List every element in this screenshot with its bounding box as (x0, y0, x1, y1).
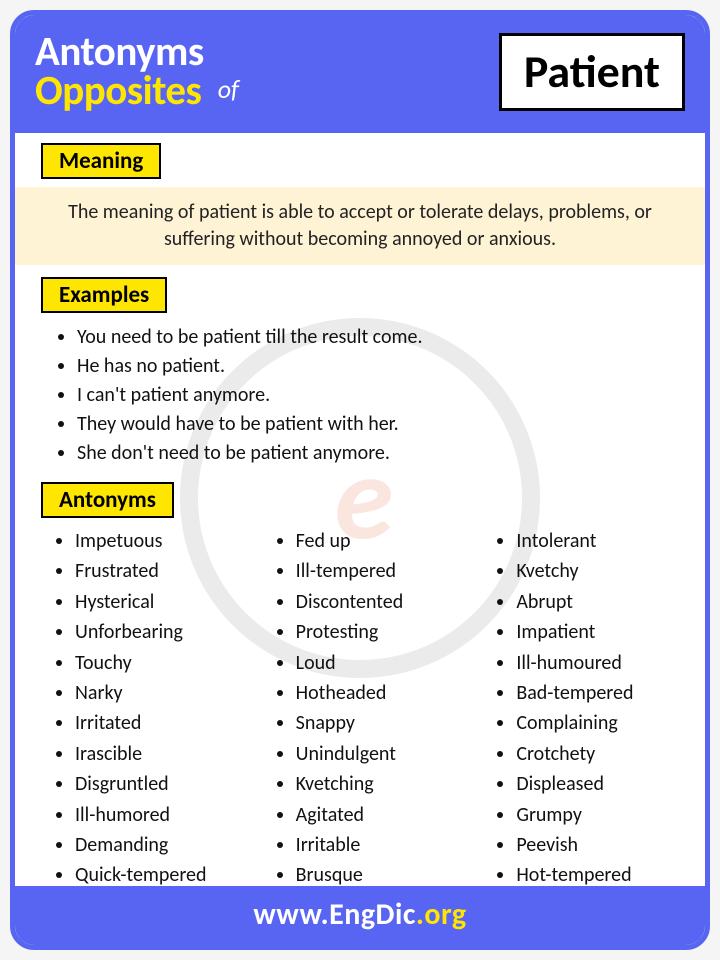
list-item: Impatient (516, 617, 687, 647)
list-item: Kvetchy (516, 556, 687, 586)
list-item: Complaining (516, 708, 687, 738)
list-item: Loud (296, 648, 467, 678)
list-item: Ill-humored (75, 800, 246, 830)
list-item: I can't patient anymore. (77, 381, 687, 410)
header-bar: Antonyms Opposites of Patient (15, 15, 705, 133)
list-item: Hotheaded (296, 678, 467, 708)
meaning-text: The meaning of patient is able to accept… (15, 187, 705, 265)
list-item: Peevish (516, 830, 687, 860)
list-item: Snappy (296, 708, 467, 738)
list-item: Touchy (75, 648, 246, 678)
connector-text: of (218, 73, 239, 105)
antonyms-grid: Impetuous Frustrated Hysterical Unforbea… (33, 522, 687, 891)
list-item: Hysterical (75, 587, 246, 617)
list-item: Brusque (296, 860, 467, 890)
antonyms-col-3: Intolerant Kvetchy Abrupt Impatient Ill-… (474, 526, 687, 891)
list-item: Protesting (296, 617, 467, 647)
list-item: Crotchety (516, 739, 687, 769)
list-item: Intolerant (516, 526, 687, 556)
list-item: Bad-tempered (516, 678, 687, 708)
footer-prefix: www. (253, 896, 329, 933)
list-item: Ill-humoured (516, 648, 687, 678)
meaning-label: Meaning (41, 143, 161, 179)
list-item: Quick-tempered (75, 860, 246, 890)
list-item: Unindulgent (296, 739, 467, 769)
antonyms-label: Antonyms (41, 482, 174, 518)
list-item: Frustrated (75, 556, 246, 586)
list-item: Kvetching (296, 769, 467, 799)
list-item: Impetuous (75, 526, 246, 556)
list-item: Abrupt (516, 587, 687, 617)
footer-suffix: .org (416, 896, 467, 933)
antonyms-col-2: Fed up Ill-tempered Discontented Protest… (254, 526, 467, 891)
list-item: Irritated (75, 708, 246, 738)
list-item: Irritable (296, 830, 467, 860)
list-item: Demanding (75, 830, 246, 860)
list-item: She don't need to be patient anymore. (77, 439, 687, 468)
list-item: Unforbearing (75, 617, 246, 647)
list-item: Disgruntled (75, 769, 246, 799)
list-item: They would have to be patient with her. (77, 410, 687, 439)
list-item: Displeased (516, 769, 687, 799)
target-word-box: Patient (499, 33, 685, 111)
content-area: Meaning The meaning of patient is able t… (15, 133, 705, 899)
infographic-card: e Antonyms Opposites of Patient Meaning … (10, 10, 710, 950)
title-line-2: Opposites (35, 72, 204, 111)
list-item: Hot-tempered (516, 860, 687, 890)
footer-name: EngDic (329, 896, 416, 933)
list-item: Narky (75, 678, 246, 708)
target-word: Patient (524, 44, 660, 100)
list-item: Ill-tempered (296, 556, 467, 586)
antonyms-col-1: Impetuous Frustrated Hysterical Unforbea… (33, 526, 246, 891)
title-block: Antonyms Opposites (35, 33, 204, 111)
list-item: He has no patient. (77, 352, 687, 381)
footer-url: www.EngDic.org (253, 896, 466, 933)
examples-label: Examples (41, 277, 167, 313)
list-item: You need to be patient till the result c… (77, 323, 687, 352)
examples-list: You need to be patient till the result c… (33, 323, 687, 468)
list-item: Discontented (296, 587, 467, 617)
list-item: Grumpy (516, 800, 687, 830)
list-item: Agitated (296, 800, 467, 830)
list-item: Fed up (296, 526, 467, 556)
list-item: Irascible (75, 739, 246, 769)
